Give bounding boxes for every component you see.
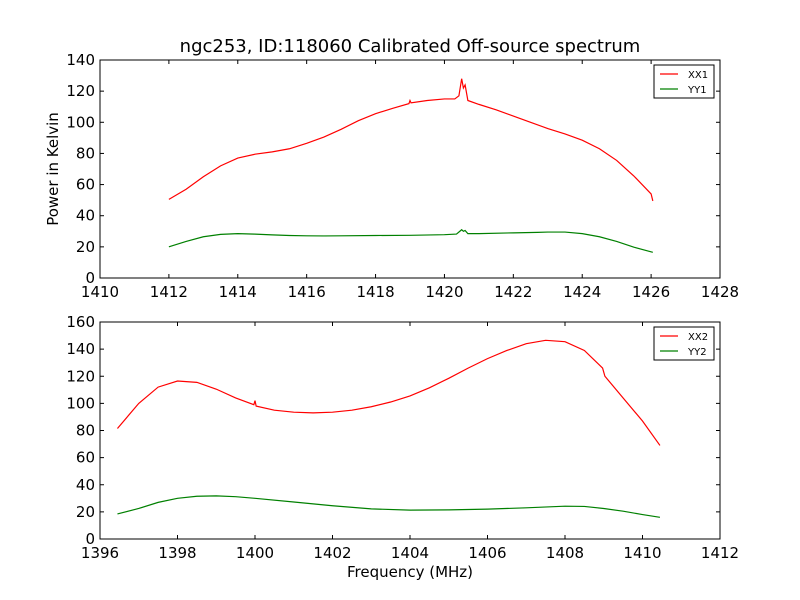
- top-y-tick-label: 100: [66, 113, 95, 131]
- top-x-tick-label: 1426: [632, 283, 670, 301]
- top-y-tick-label: 20: [76, 238, 95, 256]
- top-plot-panel: 1410 1412 1414 1416 1418 1420 1422 1424 1426 1428…: [66, 51, 739, 301]
- top-x-tick-label: 1414: [219, 283, 257, 301]
- x-axis-label: Frequency (MHz): [347, 563, 473, 581]
- bottom-legend-label-yy2: YY2: [687, 347, 707, 358]
- top-y-tick-label: 140: [66, 51, 95, 69]
- bottom-y-tick-label: 20: [76, 503, 95, 521]
- bottom-y-tick-label: 40: [76, 476, 95, 494]
- bottom-y-tick-label: 80: [76, 422, 95, 440]
- bottom-x-tick-label: 1412: [701, 544, 739, 562]
- bottom-y-tick-label: 60: [76, 449, 95, 467]
- top-axes-frame: [99, 59, 721, 279]
- top-legend-label-yy1: YY1: [687, 85, 707, 96]
- top-y-tick-label: 80: [76, 144, 95, 162]
- bottom-legend-box: [653, 326, 715, 361]
- top-x-tick-label: 1412: [150, 283, 188, 301]
- y-axis-label: Power in Kelvin: [44, 112, 62, 226]
- top-y-tick-label: 40: [76, 207, 95, 225]
- bottom-x-tick-label: 1400: [236, 544, 274, 562]
- top-x-tick-label: 1424: [563, 283, 601, 301]
- bottom-series-yy2-line: [117, 495, 661, 518]
- top-x-tick-label: 1416: [288, 283, 326, 301]
- bottom-x-tick-label: 1396: [81, 544, 119, 562]
- top-x-tick-label: 1420: [425, 283, 463, 301]
- chart-title: ngc253, ID:118060 Calibrated Off-source …: [180, 36, 641, 57]
- bottom-y-tick-label: 120: [66, 367, 95, 385]
- bottom-y-tick-label: 160: [66, 313, 95, 331]
- top-x-tick-label: 1422: [494, 283, 532, 301]
- top-series-xx1-line: [168, 78, 654, 202]
- top-legend-label-xx1: XX1: [688, 70, 708, 81]
- top-y-tick-label: 60: [76, 176, 95, 194]
- bottom-x-tick-label: 1410: [623, 544, 661, 562]
- top-y-tick-label: 120: [66, 82, 95, 100]
- bottom-plot-panel: 1396 1398 1400 1402 1404 1406 1408 1410 1412 0 20 4…: [66, 313, 739, 562]
- bottom-series-xx2-line: [116, 339, 661, 446]
- bottom-x-tick-label: 1408: [546, 544, 584, 562]
- bottom-x-tick-label: 1406: [468, 544, 506, 562]
- bottom-x-tick-label: 1398: [158, 544, 196, 562]
- bottom-y-tick-label: 0: [85, 530, 95, 548]
- bottom-legend-label-xx2: XX2: [688, 332, 708, 343]
- bottom-y-tick-label: 100: [66, 394, 95, 412]
- top-y-tick-label: 0: [85, 269, 95, 287]
- top-x-tick-label: 1428: [701, 283, 739, 301]
- top-x-tick-label: 1410: [81, 283, 119, 301]
- bottom-x-tick-label: 1402: [313, 544, 351, 562]
- top-series-yy1-line: [168, 228, 653, 253]
- top-legend-box: [653, 64, 715, 99]
- top-x-tick-label: 1418: [356, 283, 394, 301]
- bottom-y-tick-label: 140: [66, 340, 95, 358]
- bottom-x-tick-label: 1404: [391, 544, 429, 562]
